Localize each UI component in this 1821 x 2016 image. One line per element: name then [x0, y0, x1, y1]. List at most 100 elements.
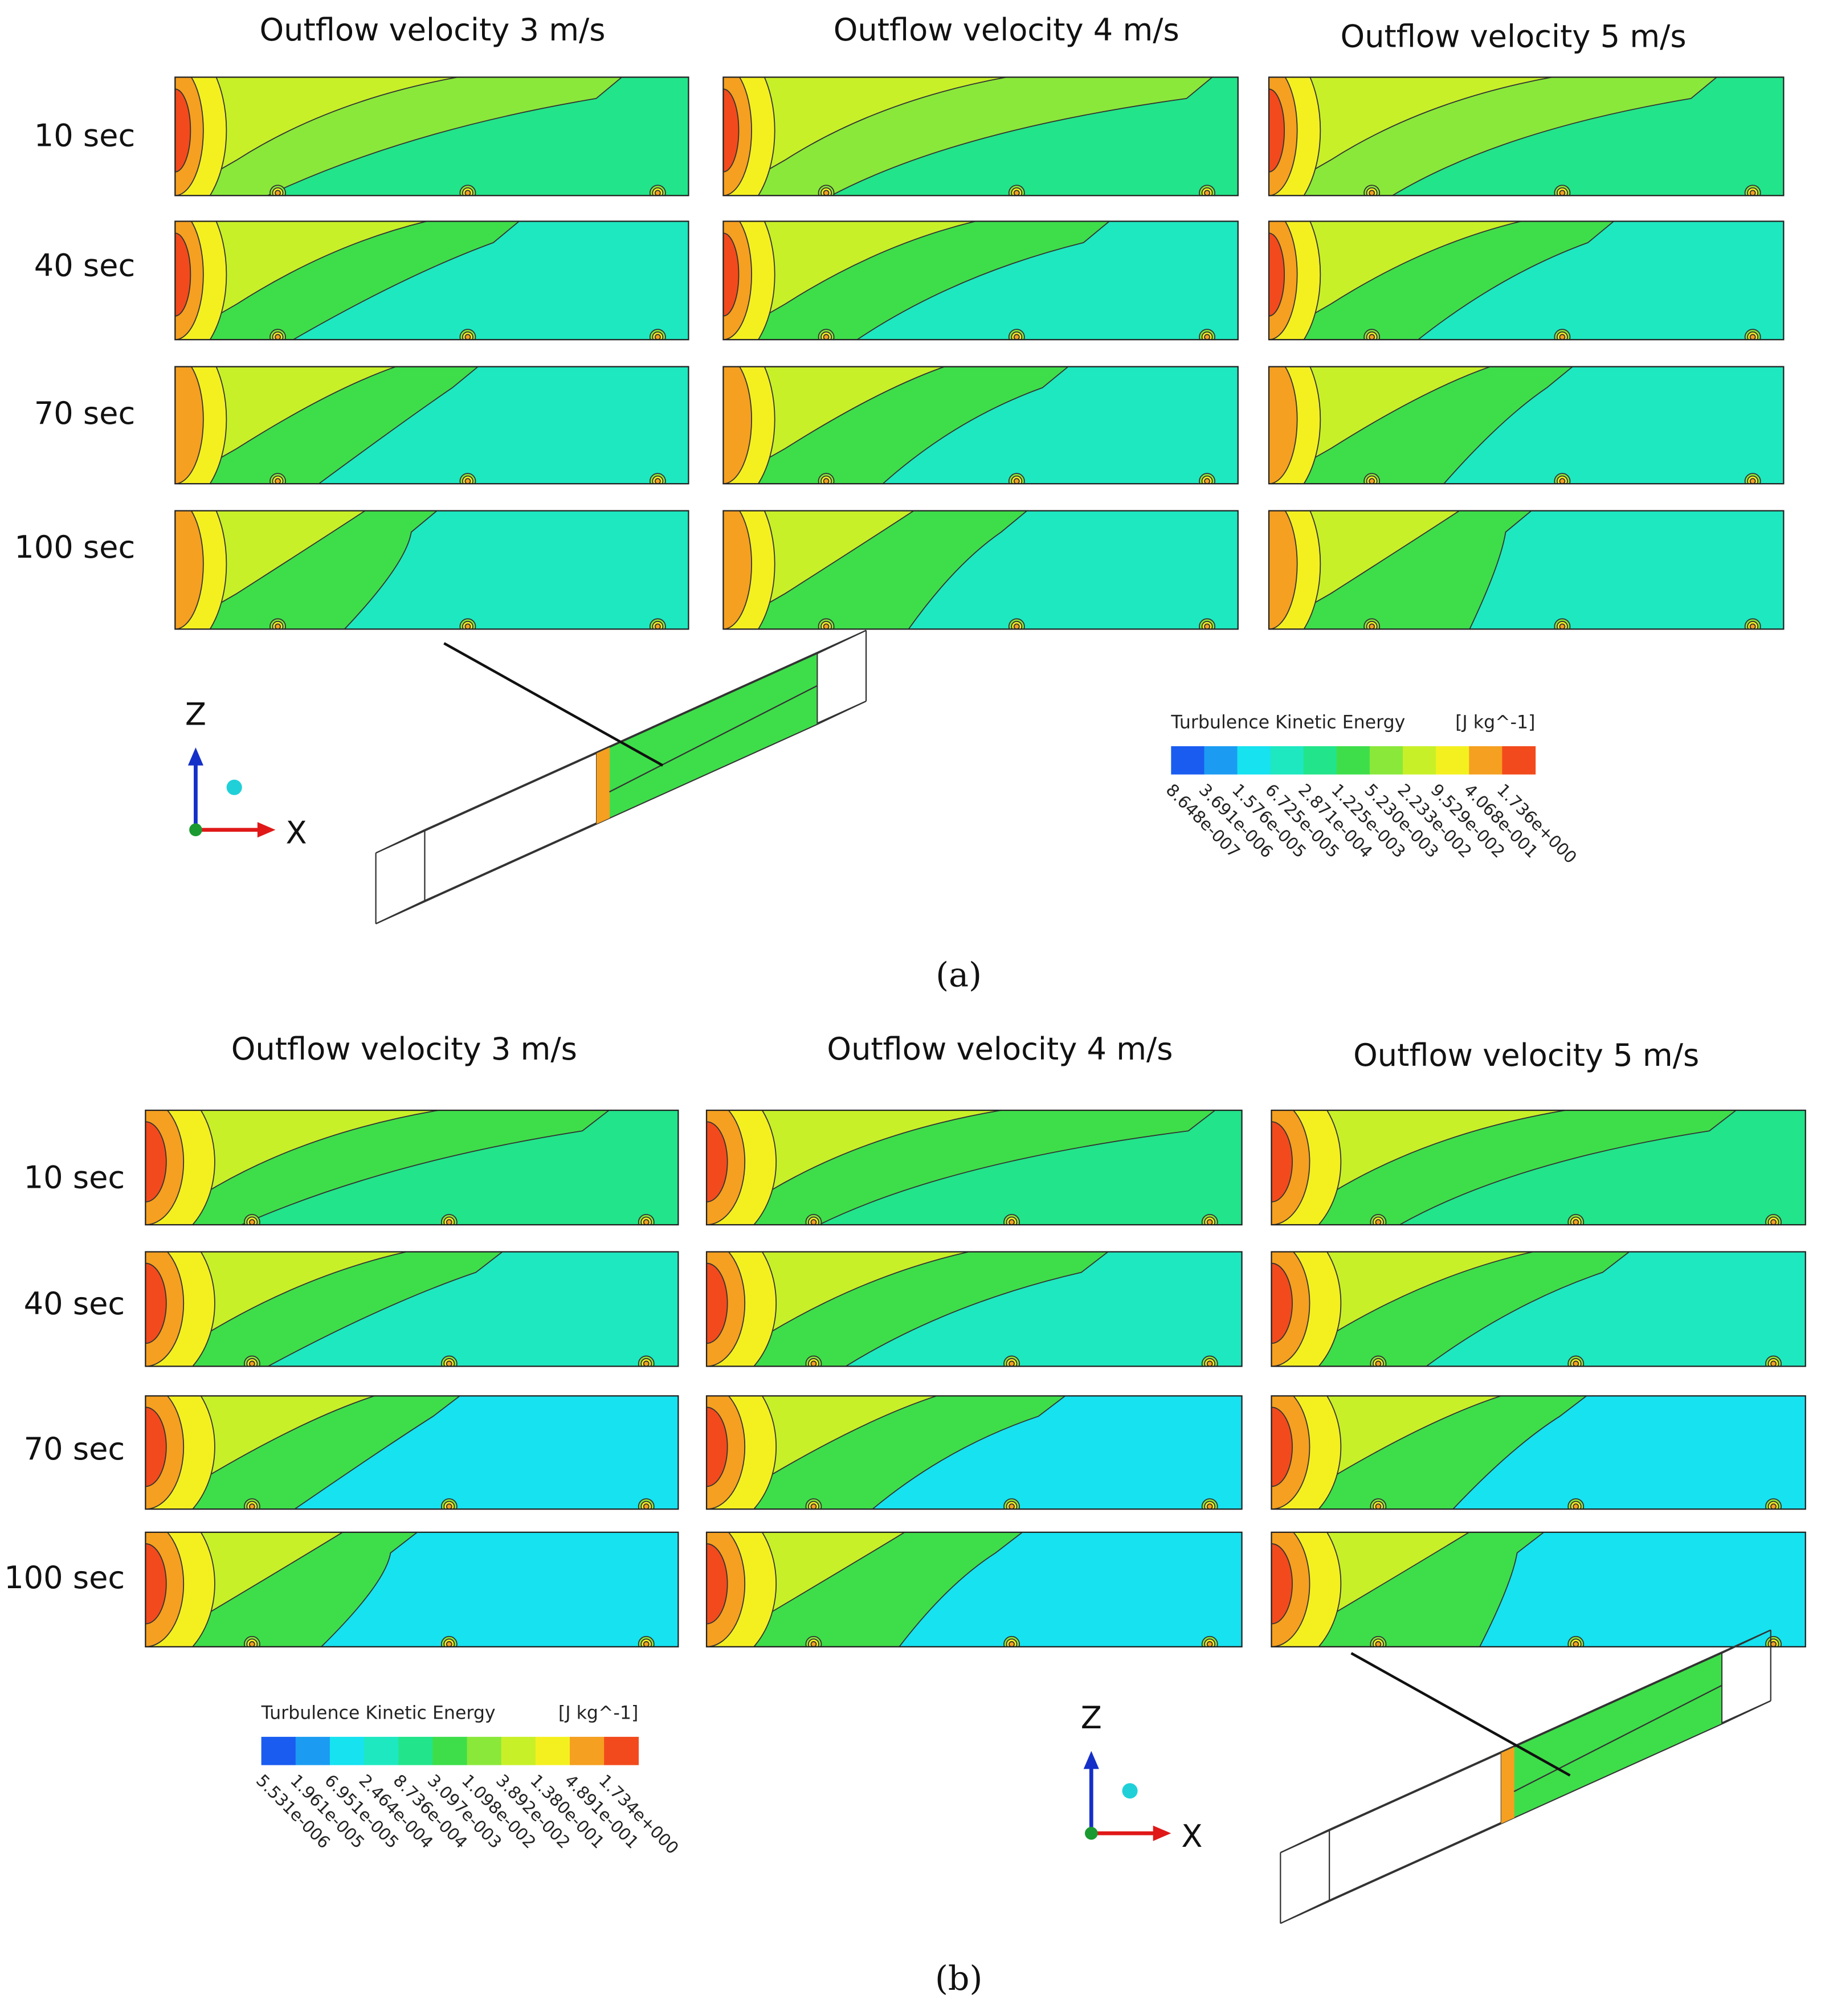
- hot-spot: [810, 1641, 817, 1647]
- column-title: Outflow velocity 3 m/s: [259, 12, 605, 48]
- contour-plot: [175, 510, 689, 629]
- plot-frame: [1271, 1251, 1806, 1367]
- hot-spot: [1749, 190, 1756, 196]
- plot-frame: [705, 1395, 1243, 1510]
- legend-swatch: [398, 1736, 434, 1765]
- hot-spot: [823, 190, 830, 196]
- hot-spot: [464, 478, 471, 484]
- legend-swatch: [1336, 746, 1370, 775]
- legend-swatch: [1303, 746, 1337, 775]
- hot-spot: [823, 478, 830, 484]
- plot-frame: [722, 76, 1239, 197]
- hot-spot: [643, 1503, 650, 1510]
- legend-swatch: [1403, 746, 1436, 775]
- hot-spot: [464, 190, 471, 196]
- hot-spot: [1770, 1503, 1777, 1510]
- contour-plot: [723, 221, 1238, 340]
- hot-spot: [1204, 623, 1210, 629]
- contour-band: [1268, 510, 1298, 629]
- plot-frame: [1271, 1395, 1806, 1510]
- legend-swatch: [467, 1736, 502, 1765]
- hot-spot: [823, 623, 830, 629]
- hot-spot: [1206, 1503, 1213, 1510]
- connector: [1350, 1652, 1571, 1777]
- hot-spot: [1559, 190, 1566, 196]
- contour-plot: [707, 1532, 1242, 1647]
- hot-spot: [1770, 1219, 1777, 1225]
- contour-band: [723, 232, 740, 317]
- hot-spot: [464, 623, 471, 629]
- legend-swatch: [501, 1736, 536, 1765]
- plot-frame: [174, 76, 689, 197]
- row-label: 10 sec: [24, 1160, 125, 1196]
- row-label: 40 sec: [34, 247, 136, 283]
- contour-band: [1271, 1110, 1566, 1225]
- hot-spot: [275, 478, 281, 484]
- plot-frame: [145, 1395, 679, 1510]
- hot-spot: [654, 190, 661, 196]
- hot-spot: [1204, 334, 1210, 340]
- column-title: Outflow velocity 4 m/s: [834, 12, 1179, 48]
- contour-plot: [175, 366, 689, 484]
- x-label: X: [1181, 1818, 1202, 1854]
- x-label: X: [286, 815, 307, 850]
- hot-spot: [275, 623, 281, 629]
- hot-spot: [643, 1219, 650, 1225]
- hot-spot: [643, 1360, 650, 1367]
- contour-band: [1268, 77, 1553, 196]
- hot-spot: [654, 334, 661, 340]
- row-label: 100 sec: [4, 1560, 125, 1596]
- hot-spot: [1749, 478, 1756, 484]
- origin: [1085, 1827, 1098, 1840]
- plot-frame: [1271, 1531, 1806, 1647]
- contour-band: [175, 366, 397, 484]
- row-label: 40 sec: [24, 1286, 125, 1322]
- legend-swatch: [1237, 746, 1271, 775]
- hot-spot: [1009, 1360, 1015, 1367]
- legend-swatch: [295, 1736, 330, 1765]
- legend-swatch: [1469, 746, 1503, 775]
- plot-frame: [705, 1531, 1243, 1647]
- legend-swatch: [570, 1736, 605, 1765]
- column-title: Outflow velocity 4 m/s: [827, 1031, 1173, 1067]
- hot-spot: [446, 1641, 452, 1647]
- plot-frame: [145, 1109, 679, 1226]
- row-label: 10 sec: [34, 117, 136, 153]
- hot-spot: [810, 1360, 817, 1367]
- legend-swatch: [1270, 746, 1304, 775]
- contour-band: [723, 366, 752, 484]
- z-label: Z: [1081, 1700, 1102, 1736]
- panel-label: (a): [936, 955, 982, 994]
- view-ball: [1122, 1783, 1138, 1799]
- contour-band: [175, 232, 191, 317]
- x-arrow-head: [1153, 1825, 1171, 1841]
- box-edge: [609, 685, 818, 793]
- legend-unit: [J kg^-1]: [1455, 712, 1535, 733]
- contour-plot: [1271, 1110, 1806, 1225]
- contour-plot: [175, 221, 689, 340]
- hot-spot: [643, 1641, 650, 1647]
- hot-spot: [248, 1360, 255, 1367]
- hot-spot: [1559, 623, 1566, 629]
- plot-frame: [705, 1251, 1243, 1367]
- legend-title: Turbulence Kinetic Energy: [261, 1703, 496, 1723]
- z-arrow-head: [1083, 1751, 1099, 1769]
- legend-swatch: [432, 1736, 468, 1765]
- contour-band: [1268, 232, 1285, 317]
- hot-spot: [248, 1219, 255, 1225]
- contour-band: [175, 88, 191, 173]
- hot-spot: [1770, 1641, 1777, 1647]
- hot-spot: [1013, 478, 1020, 484]
- box-edge: [1513, 1684, 1722, 1792]
- contour-band: [175, 77, 458, 196]
- contour-plot: [1268, 221, 1784, 340]
- column-title: Outflow velocity 5 m/s: [1353, 1037, 1699, 1073]
- hot-spot: [1013, 190, 1020, 196]
- contour-plot: [1271, 1532, 1806, 1647]
- legend-swatch: [604, 1736, 639, 1765]
- hot-spot: [1206, 1360, 1213, 1367]
- plot-frame: [1271, 1109, 1806, 1226]
- hot-spot: [1770, 1360, 1777, 1367]
- contour-plot: [145, 1532, 679, 1647]
- slice-hot: [596, 747, 610, 824]
